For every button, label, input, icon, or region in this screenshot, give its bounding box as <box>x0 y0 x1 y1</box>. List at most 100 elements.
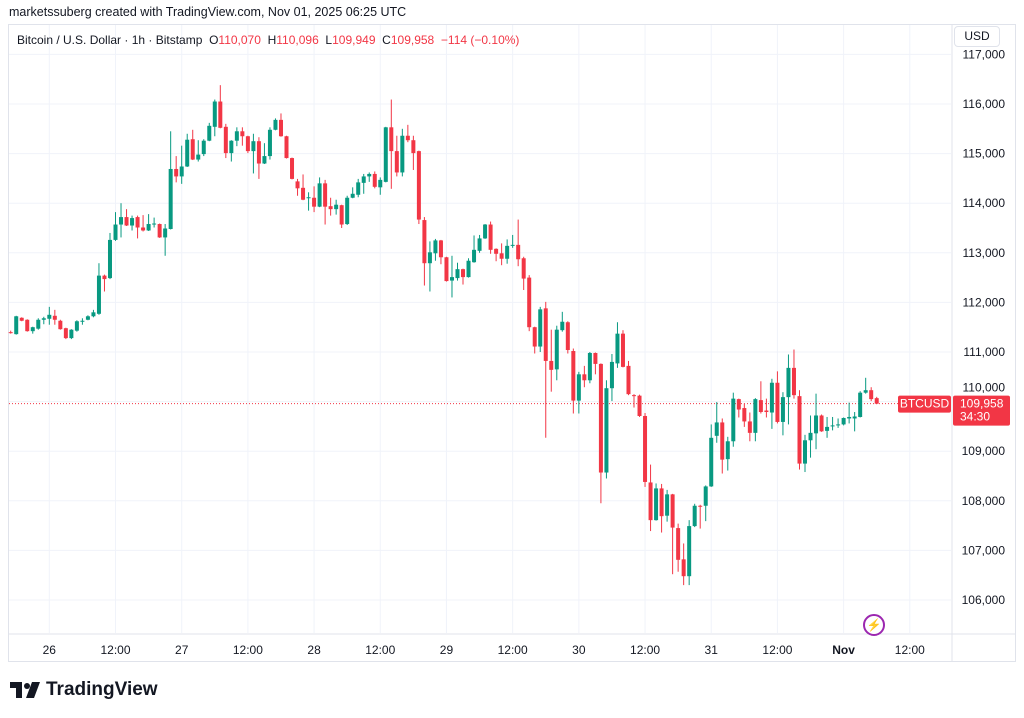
y-tick-label: 112,000 <box>963 295 1006 309</box>
candle <box>869 387 874 402</box>
candle-body <box>102 275 107 280</box>
candle-body <box>538 309 543 347</box>
candle <box>124 209 129 227</box>
candle-body <box>791 367 796 396</box>
candle <box>510 234 515 248</box>
candle-body <box>284 136 289 159</box>
candle <box>852 412 857 432</box>
candle-body <box>262 156 267 164</box>
candle-body <box>107 239 112 279</box>
candle <box>8 330 13 334</box>
candle <box>543 301 548 438</box>
candle <box>400 128 405 177</box>
x-tick-label: 12:00 <box>100 643 130 657</box>
candle-body <box>758 400 763 413</box>
candle <box>427 241 432 292</box>
candle <box>323 179 328 225</box>
candle-body <box>687 526 692 577</box>
candle <box>472 235 477 263</box>
candle-body <box>692 505 697 527</box>
candle-body <box>229 140 234 154</box>
x-tick-label: 12:00 <box>630 643 660 657</box>
candle <box>30 326 35 334</box>
candle <box>758 381 763 414</box>
price-axis: 106,000 107,000 108,000 109,000 110,000 111,0… <box>962 47 1006 607</box>
candle <box>698 504 703 529</box>
candle <box>96 263 101 315</box>
candle-body <box>637 395 642 416</box>
candle-body <box>670 494 675 528</box>
y-tick-label: 111,000 <box>963 345 1005 359</box>
candle <box>278 113 283 137</box>
candle <box>747 412 752 442</box>
candle <box>47 306 52 325</box>
candle-body <box>874 398 879 404</box>
candle <box>256 137 261 179</box>
currency-button[interactable]: USD <box>954 26 1000 47</box>
candle <box>665 489 670 522</box>
lightning-icon[interactable]: ⚡ <box>863 614 885 636</box>
candle-body <box>494 248 499 254</box>
candle-body <box>14 316 19 335</box>
candle <box>80 318 85 325</box>
candle-body <box>825 426 830 431</box>
candle-body <box>576 374 581 401</box>
candle <box>703 485 708 522</box>
candle-body <box>339 205 344 225</box>
candle-body <box>753 399 758 433</box>
last-price-tag: BTCUSD 109,958 34:30 <box>898 395 1010 426</box>
candle-body <box>676 528 681 560</box>
y-tick-label: 115,000 <box>963 147 1006 161</box>
candle <box>290 157 295 180</box>
candle <box>620 330 625 368</box>
candle <box>444 256 449 282</box>
tradingview-logo[interactable]: TradingView <box>10 679 158 701</box>
candle-body <box>135 217 140 228</box>
candle-body <box>69 329 74 339</box>
candle <box>797 390 802 470</box>
candle-body <box>19 317 24 321</box>
candle-body <box>438 240 443 258</box>
x-tick-label: Nov <box>832 643 855 657</box>
candle-body <box>681 559 686 577</box>
candle-body <box>698 505 703 507</box>
logo-text: TradingView <box>46 679 158 700</box>
candle <box>416 150 421 225</box>
candle <box>262 143 267 165</box>
candle-body <box>620 333 625 367</box>
candle-body <box>709 437 714 487</box>
y-tick-label: 108,000 <box>962 494 1006 508</box>
candle-body <box>714 422 719 436</box>
candle-body <box>609 361 614 389</box>
candle <box>389 99 394 189</box>
candle-body <box>394 151 399 173</box>
low-value: 109,949 <box>332 33 376 47</box>
candle <box>229 140 234 162</box>
candle-body <box>52 315 57 320</box>
candle <box>505 239 510 264</box>
candle <box>196 140 201 162</box>
candle-body <box>422 220 427 264</box>
candle-body <box>400 135 405 173</box>
candle <box>725 436 730 471</box>
candle-body <box>85 316 90 320</box>
candle-body <box>267 129 272 157</box>
candle-body <box>659 488 664 517</box>
x-tick-label: 12:00 <box>498 643 528 657</box>
candle-body <box>367 173 372 177</box>
candle <box>52 309 57 325</box>
candle-body <box>8 332 13 334</box>
candle-body <box>30 327 35 332</box>
grid-lines <box>9 25 951 633</box>
candle-body <box>334 204 339 210</box>
candle-body <box>427 252 432 264</box>
candle <box>91 309 96 318</box>
x-tick-label: 12:00 <box>233 643 263 657</box>
candle <box>803 434 808 473</box>
candle <box>411 135 416 170</box>
candle-body <box>405 135 410 141</box>
candle-body <box>63 328 68 339</box>
x-tick-label: 29 <box>440 643 454 657</box>
chart-frame <box>8 24 1016 662</box>
